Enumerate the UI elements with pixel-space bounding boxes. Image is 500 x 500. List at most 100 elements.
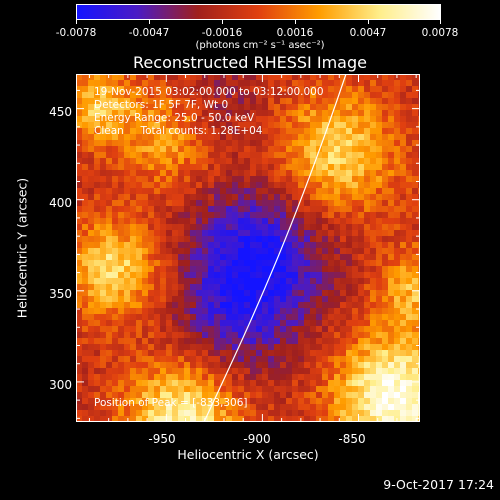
heatmap-pixel bbox=[100, 326, 107, 333]
heatmap-pixel bbox=[298, 374, 305, 381]
heatmap-pixel bbox=[256, 194, 263, 201]
heatmap-pixel bbox=[256, 206, 263, 213]
heatmap-pixel bbox=[388, 362, 395, 369]
heatmap-pixel bbox=[382, 368, 389, 375]
heatmap-pixel bbox=[334, 410, 341, 417]
heatmap-pixel bbox=[178, 170, 185, 177]
heatmap-pixel bbox=[214, 134, 221, 141]
heatmap-pixel bbox=[274, 278, 281, 285]
heatmap-pixel bbox=[286, 122, 293, 129]
heatmap-pixel bbox=[118, 140, 125, 147]
heatmap-pixel bbox=[280, 230, 287, 237]
heatmap-pixel bbox=[226, 152, 233, 159]
heatmap-pixel bbox=[94, 344, 101, 351]
heatmap-pixel bbox=[304, 338, 311, 345]
heatmap-pixel bbox=[406, 416, 413, 422]
heatmap-pixel bbox=[226, 194, 233, 201]
heatmap-pixel bbox=[262, 278, 269, 285]
heatmap-pixel bbox=[82, 140, 89, 147]
heatmap-pixel bbox=[82, 104, 89, 111]
heatmap-pixel bbox=[94, 110, 101, 117]
heatmap-pixel bbox=[76, 410, 83, 417]
heatmap-pixel bbox=[130, 416, 137, 422]
heatmap-pixel bbox=[100, 98, 107, 105]
heatmap-pixel bbox=[142, 86, 149, 93]
heatmap-pixel bbox=[406, 242, 413, 249]
heatmap-pixel bbox=[196, 104, 203, 111]
heatmap-pixel bbox=[82, 230, 89, 237]
heatmap-pixel bbox=[214, 272, 221, 279]
heatmap-pixel bbox=[280, 326, 287, 333]
heatmap-pixel bbox=[298, 380, 305, 387]
heatmap-pixel bbox=[142, 236, 149, 243]
heatmap-pixel bbox=[112, 128, 119, 135]
heatmap-pixel bbox=[184, 302, 191, 309]
heatmap-pixel bbox=[130, 98, 137, 105]
heatmap-pixel bbox=[178, 194, 185, 201]
heatmap-pixel bbox=[256, 266, 263, 273]
heatmap-pixel bbox=[364, 314, 371, 321]
heatmap-pixel bbox=[118, 152, 125, 159]
heatmap-pixel bbox=[346, 80, 353, 87]
heatmap-pixel bbox=[136, 338, 143, 345]
heatmap-pixel bbox=[124, 236, 131, 243]
heatmap-pixel bbox=[172, 248, 179, 255]
heatmap-pixel bbox=[82, 374, 89, 381]
heatmap-pixel bbox=[142, 380, 149, 387]
heatmap-pixel bbox=[202, 266, 209, 273]
heatmap-pixel bbox=[244, 218, 251, 225]
heatmap-pixel bbox=[316, 350, 323, 357]
heatmap-pixel bbox=[256, 362, 263, 369]
heatmap-pixel bbox=[226, 338, 233, 345]
heatmap-pixel bbox=[232, 104, 239, 111]
heatmap-pixel bbox=[262, 230, 269, 237]
heatmap-pixel bbox=[328, 224, 335, 231]
heatmap-pixel bbox=[304, 206, 311, 213]
heatmap-pixel bbox=[238, 236, 245, 243]
heatmap-pixel bbox=[394, 212, 401, 219]
heatmap-pixel bbox=[346, 356, 353, 363]
heatmap-pixel bbox=[202, 206, 209, 213]
heatmap-pixel bbox=[310, 146, 317, 153]
heatmap-pixel bbox=[256, 218, 263, 225]
info-detectors: Detectors: 1F 5F 7F, Wt 0 bbox=[94, 99, 229, 111]
heatmap-pixel bbox=[268, 278, 275, 285]
heatmap-pixel bbox=[268, 398, 275, 405]
heatmap-pixel bbox=[214, 254, 221, 261]
heatmap-pixel bbox=[136, 290, 143, 297]
heatmap-pixel bbox=[304, 374, 311, 381]
heatmap-pixel bbox=[256, 326, 263, 333]
heatmap-pixel bbox=[76, 254, 83, 261]
heatmap-pixel bbox=[256, 260, 263, 267]
heatmap-pixel bbox=[94, 392, 101, 399]
heatmap-pixel bbox=[274, 260, 281, 267]
heatmap-pixel bbox=[226, 356, 233, 363]
heatmap-pixel bbox=[358, 212, 365, 219]
heatmap-pixel bbox=[292, 110, 299, 117]
heatmap-pixel bbox=[160, 410, 167, 417]
heatmap-pixel bbox=[412, 284, 419, 291]
heatmap-pixel bbox=[382, 350, 389, 357]
heatmap-pixel bbox=[328, 116, 335, 123]
heatmap-pixel bbox=[376, 98, 383, 105]
heatmap-pixel bbox=[250, 236, 257, 243]
heatmap-pixel bbox=[226, 416, 233, 422]
heatmap-pixel bbox=[256, 332, 263, 339]
heatmap-pixel bbox=[124, 260, 131, 267]
heatmap-pixel bbox=[394, 266, 401, 273]
heatmap-pixel bbox=[82, 134, 89, 141]
heatmap-pixel bbox=[130, 170, 137, 177]
heatmap-pixel bbox=[352, 404, 359, 411]
heatmap-pixel bbox=[310, 326, 317, 333]
heatmap-pixel bbox=[232, 80, 239, 87]
heatmap-pixel bbox=[346, 104, 353, 111]
heatmap-pixel bbox=[106, 80, 113, 87]
heatmap-pixel bbox=[406, 266, 413, 273]
heatmap-pixel bbox=[124, 146, 131, 153]
heatmap-pixel bbox=[412, 326, 419, 333]
heatmap-pixel bbox=[256, 92, 263, 99]
heatmap-pixel bbox=[256, 278, 263, 285]
heatmap-pixel bbox=[166, 398, 173, 405]
heatmap-pixel bbox=[112, 386, 119, 393]
heatmap-pixel bbox=[124, 230, 131, 237]
